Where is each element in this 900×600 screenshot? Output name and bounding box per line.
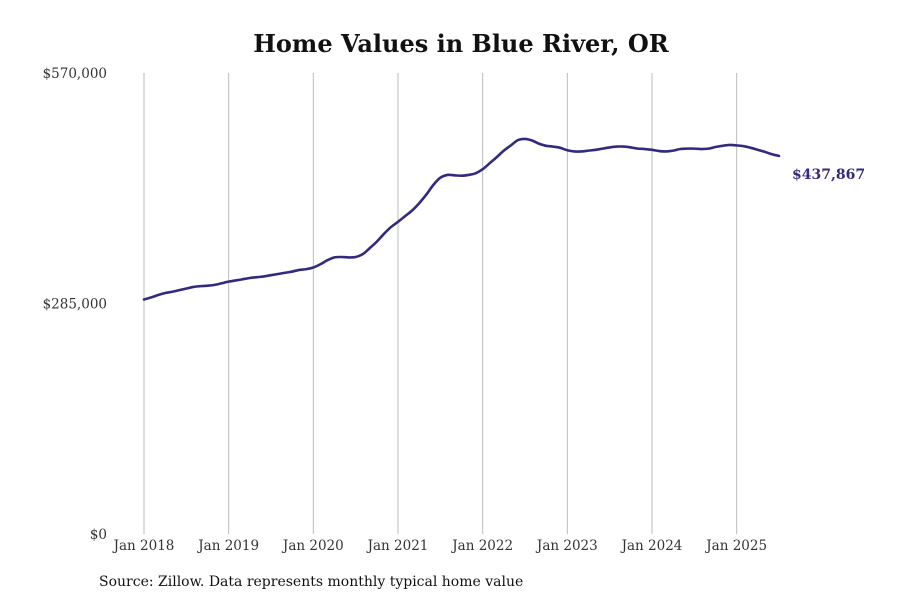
x-tick-label: Jan 2022	[450, 538, 513, 554]
y-tick-label: $285,000	[43, 297, 107, 313]
x-tick-label: Jan 2018	[112, 538, 175, 554]
x-tick-label: Jan 2019	[196, 538, 259, 554]
gridlines	[143, 73, 738, 534]
x-tick-label: Jan 2025	[704, 538, 767, 554]
chart-title: Home Values in Blue River, OR	[253, 29, 670, 58]
series-line	[142, 137, 781, 301]
x-axis-ticks: Jan 2018 Jan 2019 Jan 2020 Jan 2021 Jan 2022…	[112, 538, 767, 554]
series-layer	[142, 137, 781, 301]
end-value-label: $437,867	[792, 167, 865, 183]
x-tick-label: Jan 2024	[620, 538, 683, 554]
y-tick-label: $0	[90, 527, 107, 543]
x-tick-label: Jan 2021	[366, 538, 429, 554]
y-axis-ticks: $0 $285,000 $570,000	[43, 66, 107, 543]
y-tick-label: $570,000	[43, 66, 107, 82]
x-tick-label: Jan 2023	[535, 538, 598, 554]
source-note: Source: Zillow. Data represents monthly …	[99, 574, 524, 590]
x-tick-label: Jan 2020	[281, 538, 344, 554]
